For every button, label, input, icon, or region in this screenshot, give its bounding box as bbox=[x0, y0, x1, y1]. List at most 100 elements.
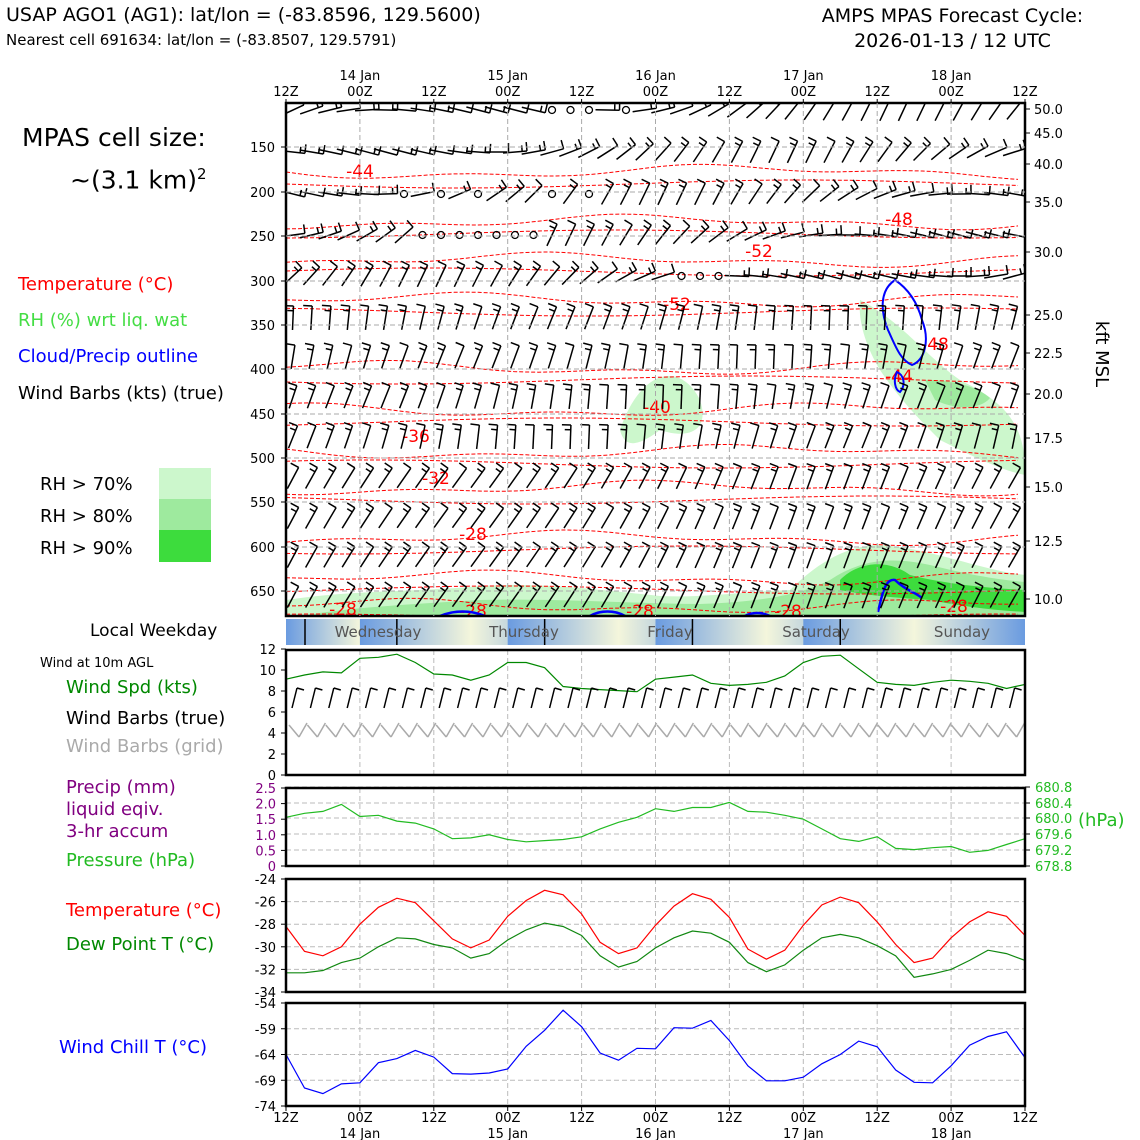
wind-barb bbox=[897, 103, 908, 122]
wind-barb bbox=[726, 103, 748, 118]
wind-barb bbox=[934, 541, 947, 569]
wind-barb bbox=[563, 502, 578, 529]
left-tick-label: 10 bbox=[259, 664, 276, 679]
wind-barb bbox=[304, 581, 319, 608]
bottom-tick-label: 12Z bbox=[569, 1111, 595, 1126]
wind-barb bbox=[582, 502, 596, 529]
wind-barb bbox=[505, 178, 525, 203]
wind-barb bbox=[286, 502, 300, 529]
wind-barb bbox=[617, 423, 628, 450]
wind-barb bbox=[966, 137, 989, 159]
pressure-tick-label: 300 bbox=[250, 275, 275, 290]
wind-barb bbox=[879, 541, 891, 569]
surface-wind-barb bbox=[309, 687, 323, 709]
wind-barb bbox=[414, 502, 431, 529]
wind-barb bbox=[837, 179, 859, 202]
wind-barb bbox=[582, 219, 596, 247]
wind-barb bbox=[806, 421, 816, 449]
surface-wind-barb bbox=[475, 687, 489, 709]
wind-barb bbox=[928, 229, 956, 239]
temp-contour-label: -48 bbox=[885, 210, 913, 230]
wind-barb bbox=[675, 178, 688, 206]
wind-barb bbox=[656, 462, 670, 490]
rh-shading bbox=[286, 300, 1025, 616]
surface-wind-barb bbox=[788, 687, 802, 709]
wind-barb bbox=[855, 180, 878, 201]
bottom-tick-label: 12Z bbox=[717, 1111, 743, 1126]
weekday-name: Sunday bbox=[934, 623, 990, 641]
wind-barb bbox=[378, 462, 393, 489]
bottom-day-label: 17 Jan bbox=[783, 1127, 824, 1140]
wind-barb bbox=[543, 423, 554, 450]
wind-barb bbox=[749, 422, 760, 449]
wind-barb bbox=[823, 382, 834, 409]
surface-wind-barb bbox=[751, 687, 765, 709]
wind-barb bbox=[563, 462, 578, 489]
weekday-strip: Wednesday Thursday Friday Saturday Sunday bbox=[286, 619, 1025, 645]
wind-barb bbox=[343, 381, 354, 409]
wind-barb bbox=[672, 219, 691, 245]
wind-barb bbox=[928, 183, 954, 196]
wind-barb bbox=[619, 462, 633, 489]
wind-barb bbox=[694, 581, 706, 609]
wind-barb bbox=[989, 581, 1003, 608]
pressure-tick-label: 250 bbox=[250, 230, 275, 245]
surface-wind-barb bbox=[512, 687, 526, 709]
wind-barb bbox=[876, 304, 887, 331]
wind-barb bbox=[971, 502, 984, 530]
wind-barb bbox=[396, 502, 412, 529]
dewpoint-line bbox=[286, 922, 1026, 978]
wind-barb bbox=[898, 462, 909, 490]
wind-barb bbox=[879, 502, 891, 530]
grid-wind-barb bbox=[288, 722, 308, 738]
surface-wind-barb bbox=[972, 687, 986, 709]
wind-barb bbox=[842, 382, 853, 409]
surface-wind-barb bbox=[383, 687, 397, 709]
grid-wind-barb bbox=[969, 722, 989, 738]
wind-barb bbox=[843, 462, 853, 490]
wind-barb bbox=[693, 303, 704, 330]
wind-barb bbox=[691, 343, 702, 370]
wind-barb bbox=[654, 136, 672, 162]
surface-wind-barb bbox=[456, 687, 470, 709]
wind-barb bbox=[914, 304, 924, 331]
legend-rh80: RH > 80% bbox=[40, 506, 133, 527]
grid-wind-barb bbox=[877, 722, 897, 738]
wind-barb bbox=[731, 502, 743, 530]
top-tick-label: 00Z bbox=[643, 85, 669, 100]
temp-contour bbox=[286, 229, 1019, 239]
wind-barb bbox=[1009, 381, 1020, 409]
wind-barb bbox=[673, 343, 684, 370]
rh80-area-1 bbox=[300, 560, 1025, 616]
wind-barb bbox=[510, 341, 520, 369]
profile-content: -44-48-52-52-48-44-40-36-32-28-28 -28 -28-… bbox=[286, 103, 1025, 620]
wind-barb bbox=[953, 342, 964, 369]
wind-barb bbox=[880, 381, 890, 409]
wind-barb bbox=[857, 304, 868, 331]
wind-barb bbox=[599, 423, 609, 450]
wind-barb bbox=[394, 219, 414, 244]
precip-label-1: Precip (mm) bbox=[66, 777, 176, 798]
wind-barb bbox=[710, 383, 721, 410]
grid-wind-barb bbox=[656, 722, 676, 738]
wind-barb bbox=[507, 581, 523, 608]
left-tick-label: 2.5 bbox=[255, 782, 276, 797]
left-tick-label: -54 bbox=[255, 997, 276, 1012]
wind-barb bbox=[380, 381, 391, 409]
wind-barb bbox=[596, 137, 619, 160]
surface-wind-barb bbox=[438, 687, 452, 709]
top-tick-label: 00Z bbox=[791, 85, 817, 100]
wind-barb bbox=[766, 304, 776, 331]
left-tick-label: 1.5 bbox=[255, 813, 276, 828]
wind-barb bbox=[669, 103, 694, 115]
weekday-name: Wednesday bbox=[335, 623, 422, 641]
wind-barb bbox=[619, 219, 633, 246]
temp-contour-label: -28 bbox=[329, 600, 357, 620]
wind-barb bbox=[302, 260, 321, 286]
temp-contour bbox=[286, 307, 1019, 317]
surface-wind-barb bbox=[401, 687, 415, 709]
wind-barb bbox=[898, 541, 909, 569]
wind-barb bbox=[843, 502, 853, 530]
wind-barb bbox=[879, 581, 891, 609]
legend-rh70: RH > 70% bbox=[40, 474, 133, 495]
